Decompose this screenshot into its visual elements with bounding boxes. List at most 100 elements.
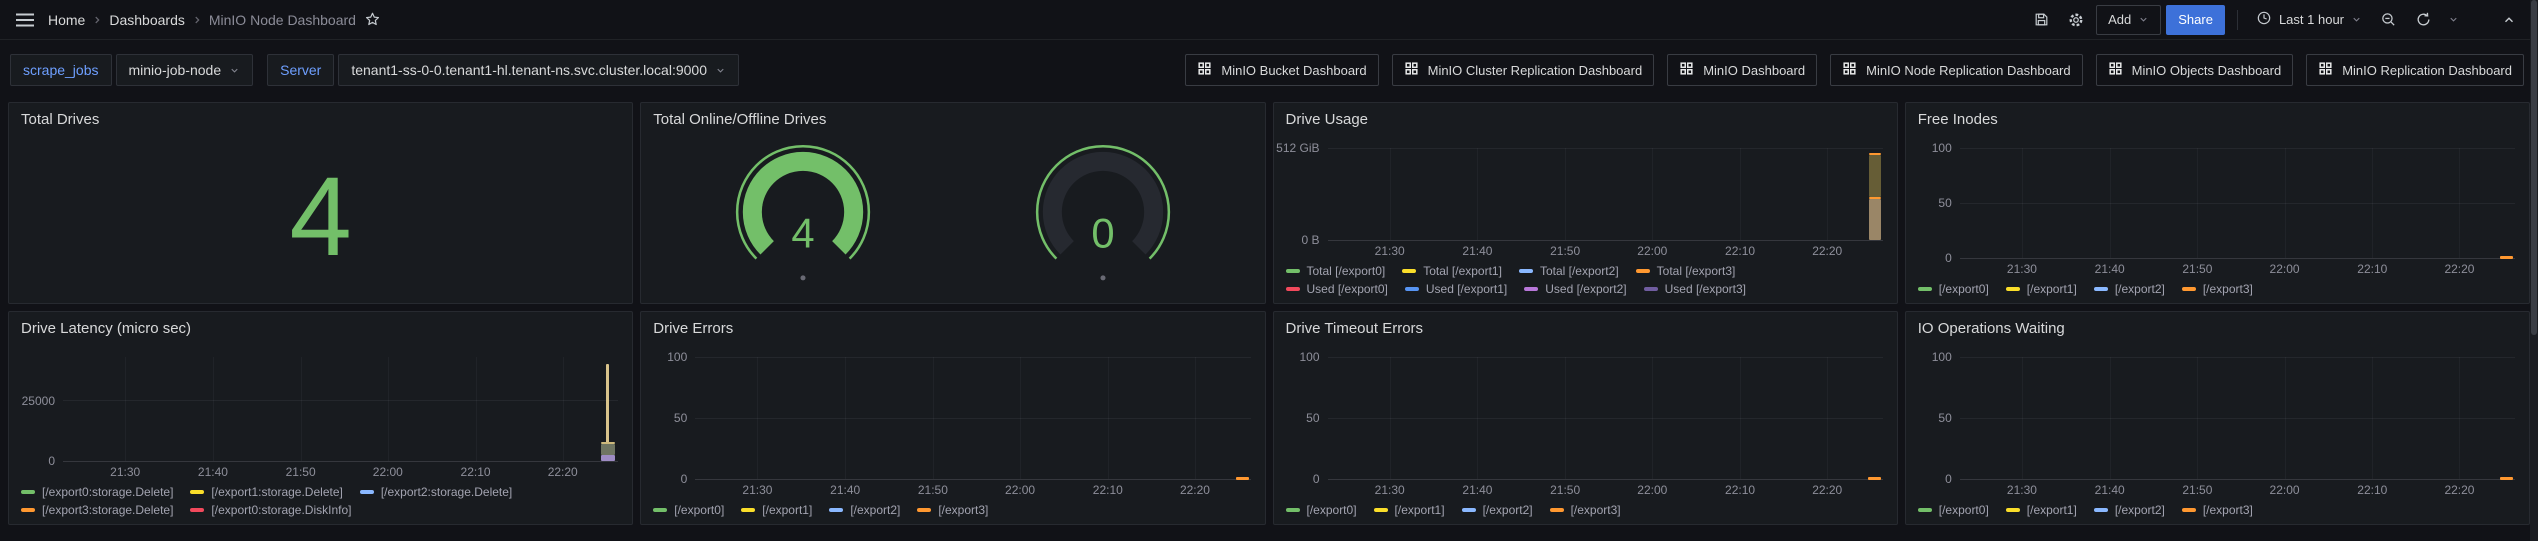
series-mark: [1868, 153, 1881, 155]
panel-title[interactable]: Total Drives: [21, 111, 100, 128]
x-tick-label: 22:10: [2357, 483, 2388, 497]
legend-swatch: [1917, 287, 1932, 291]
legend-item-export2[interactable]: [/export2]: [2093, 282, 2165, 296]
legend-item-export1[interactable]: [/export1]: [741, 503, 812, 517]
collapse-toolbar-button[interactable]: [2494, 5, 2524, 35]
legend-item-export2[interactable]: [/export2]: [829, 503, 900, 517]
dashboard-link-minio-objects-dashboard[interactable]: MinIO Objects Dashboard: [2095, 54, 2294, 86]
scrape-jobs-select[interactable]: minio-job-node: [115, 54, 254, 86]
legend-swatch: [1524, 287, 1539, 291]
legend-item-export3[interactable]: [/export3]: [2181, 503, 2253, 517]
panel-title[interactable]: Drive Errors: [653, 320, 734, 337]
legend-item-export0[interactable]: [/export0]: [653, 503, 724, 517]
panel-title[interactable]: Drive Usage: [1285, 111, 1369, 128]
legend-row: [/export3:storage.Delete] [/export0:stora…: [21, 503, 620, 517]
series-mark: [1868, 154, 1881, 198]
chart-body: 100 50 0: [1906, 345, 2521, 486]
vertical-scrollbar[interactable]: [2530, 0, 2538, 541]
legend-label: [/export0]: [1938, 503, 1989, 517]
panel-title[interactable]: Drive Timeout Errors: [1285, 320, 1424, 337]
legend-item-used-export3[interactable]: Used [/export3]: [1643, 282, 1746, 296]
legend-item-total-export3[interactable]: Total [/export3]: [1635, 264, 1735, 278]
legend-item-export2[interactable]: [/export2]: [1461, 503, 1533, 517]
refresh-interval-dropdown[interactable]: [2443, 5, 2463, 35]
panel-title[interactable]: Total Online/Offline Drives: [653, 111, 827, 128]
legend-swatch: [1518, 269, 1533, 273]
apps-icon: [1197, 61, 1212, 79]
server-select[interactable]: tenant1-ss-0-0.tenant1-hl.tenant-ns.svc.…: [338, 54, 739, 86]
breadcrumb-home[interactable]: Home: [48, 11, 86, 28]
legend-item-export3-storage-delete[interactable]: [/export3:storage.Delete]: [21, 503, 173, 517]
dashboard-link-minio-replication-dashboard[interactable]: MinIO Replication Dashboard: [2306, 54, 2524, 86]
panel-title[interactable]: Drive Latency (micro sec): [21, 320, 192, 337]
dashboard-settings-button[interactable]: [2061, 5, 2091, 35]
chevron-down-icon: [2351, 14, 2362, 25]
scrollbar-thumb[interactable]: [2531, 0, 2537, 336]
dashboard-link-minio-dashboard[interactable]: MinIO Dashboard: [1667, 54, 1818, 86]
y-tick-label: 50: [1306, 411, 1320, 425]
y-tick-label: 50: [1938, 196, 1952, 210]
breadcrumb-dashboards[interactable]: Dashboards: [109, 11, 185, 28]
legend-item-export0[interactable]: [/export0]: [1917, 282, 1989, 296]
legend-item-export0[interactable]: [/export0]: [1917, 503, 1989, 517]
refresh-button[interactable]: [2408, 5, 2438, 35]
panel-title[interactable]: IO Operations Waiting: [1917, 320, 2065, 337]
zoom-out-time-button[interactable]: [2373, 5, 2403, 35]
legend-item-export2-storage-delete[interactable]: [/export2:storage.Delete]: [359, 485, 512, 499]
legend-swatch: [829, 508, 844, 512]
legend-item-export2[interactable]: [/export2]: [2093, 503, 2165, 517]
x-tick-label: 22:00: [1637, 483, 1668, 497]
legend-item-export1-storage-delete[interactable]: [/export1:storage.Delete]: [190, 485, 343, 499]
legend-item-export3[interactable]: [/export3]: [2181, 282, 2253, 296]
series-mark: [1868, 196, 1881, 199]
legend-item-total-export1[interactable]: Total [/export1]: [1402, 264, 1502, 278]
series-mark: [2500, 476, 2513, 481]
apps-icon: [2108, 61, 2123, 79]
legend-item-export3[interactable]: [/export3]: [917, 503, 988, 517]
menu-button[interactable]: [10, 5, 40, 35]
legend-item-used-export0[interactable]: Used [/export0]: [1285, 282, 1388, 296]
legend-item-used-export2[interactable]: Used [/export2]: [1524, 282, 1627, 296]
legend-item-export3[interactable]: [/export3]: [1549, 503, 1621, 517]
x-tick-label: 21:30: [1374, 483, 1405, 497]
panel-title[interactable]: Free Inodes: [1917, 111, 1998, 128]
add-button[interactable]: Add: [2096, 4, 2162, 35]
legend-label: Total [/export2]: [1539, 264, 1619, 278]
legend-item-total-export2[interactable]: Total [/export2]: [1518, 264, 1619, 278]
dashboard-link-minio-cluster-replication-dashboard[interactable]: MinIO Cluster Replication Dashboard: [1391, 54, 1655, 86]
x-axis: 21:30 21:40 21:50 22:00 22:10 22:20: [1328, 479, 1883, 499]
x-tick-label: 21:50: [1550, 483, 1581, 497]
x-tick-label: 22:20: [1812, 244, 1843, 258]
x-tick-label: 22:00: [1637, 244, 1668, 258]
legend-item-export0-storage-delete[interactable]: [/export0:storage.Delete]: [21, 485, 173, 499]
legend-item-used-export1[interactable]: Used [/export1]: [1404, 282, 1507, 296]
legend-label: [/export0]: [1938, 282, 1989, 296]
gridline-vertical: [1020, 357, 1022, 479]
share-button[interactable]: Share: [2166, 4, 2225, 35]
time-range-picker[interactable]: Last 1 hour: [2250, 5, 2368, 35]
legend: [/export0] [/export1] [/export2] [/export3]: [1906, 278, 2529, 303]
y-tick-label: 0: [1312, 472, 1320, 486]
series-mark: [1868, 198, 1881, 240]
gridline-horizontal: [695, 417, 1251, 419]
y-tick-label: 0: [680, 472, 688, 486]
share-button-label: Share: [2178, 12, 2213, 27]
legend-item-export0-storage-diskinfo[interactable]: [/export0:storage.DiskInfo]: [190, 503, 352, 517]
legend-swatch: [2005, 287, 2020, 291]
x-tick-label: 22:10: [1725, 483, 1756, 497]
save-dashboard-button[interactable]: [2026, 5, 2056, 35]
favorite-button[interactable]: [358, 5, 388, 35]
chevron-right-icon: [192, 15, 202, 25]
legend-item-export1[interactable]: [/export1]: [2005, 282, 2077, 296]
dashboard-link-minio-node-replication-dashboard[interactable]: MinIO Node Replication Dashboard: [1830, 54, 2083, 86]
dashboard-link-minio-bucket-dashboard[interactable]: MinIO Bucket Dashboard: [1185, 54, 1379, 86]
top-nav: Home Dashboards MinIO Node Dashboard: [0, 0, 2538, 40]
chevron-down-icon: [229, 65, 240, 76]
y-tick-label: 100: [667, 350, 688, 364]
legend-item-total-export0[interactable]: Total [/export0]: [1285, 264, 1385, 278]
legend-item-export1[interactable]: [/export1]: [2005, 503, 2077, 517]
legend-item-export1[interactable]: [/export1]: [1373, 503, 1445, 517]
dashboard-link-label: MinIO Bucket Dashboard: [1221, 62, 1367, 78]
legend-item-export0[interactable]: [/export0]: [1285, 503, 1357, 517]
